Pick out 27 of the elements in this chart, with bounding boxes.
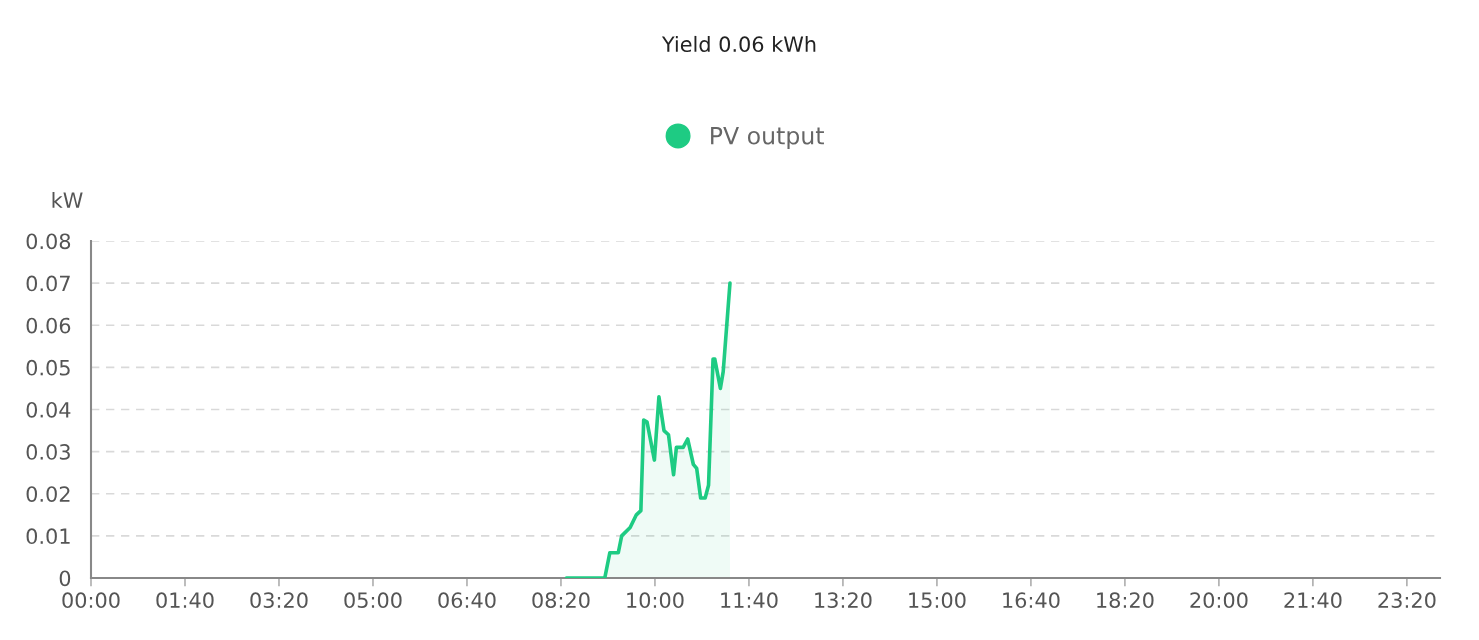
x-tick-label: 23:20 bbox=[1378, 592, 1436, 609]
y-tick-label: 0.01 bbox=[26, 528, 70, 545]
x-tick-label: 03:20 bbox=[250, 592, 308, 609]
y-tick-label: 0.08 bbox=[26, 233, 71, 250]
y-tick-label: 0.07 bbox=[26, 275, 70, 292]
y-axis-title: kW bbox=[52, 191, 83, 208]
chart-title: Yield 0.06 kWh bbox=[661, 35, 816, 53]
y-tick-label: 0.04 bbox=[26, 401, 71, 418]
y-tick-label: 0.03 bbox=[26, 444, 70, 460]
x-tick-label: 13:20 bbox=[815, 592, 872, 609]
x-tick-label: 21:40 bbox=[1284, 592, 1342, 609]
x-tick-label: 11:40 bbox=[721, 592, 778, 609]
y-tick-label: 0.06 bbox=[26, 317, 71, 334]
y-tick-label: 0.05 bbox=[26, 359, 70, 376]
x-tick-label: 16:40 bbox=[1003, 592, 1060, 609]
x-tick-label: 18:20 bbox=[1097, 592, 1154, 609]
x-tick-label: 05:00 bbox=[344, 592, 402, 609]
x-tick-label: 08:20 bbox=[532, 592, 590, 609]
x-tick-label: 15:00 bbox=[909, 592, 966, 609]
x-tick-label: 00:00 bbox=[62, 592, 120, 609]
y-tick-label: 0 bbox=[59, 570, 71, 587]
x-tick-label: 01:40 bbox=[156, 592, 214, 609]
x-tick-label: 06:40 bbox=[438, 592, 496, 609]
x-tick-label: 20:00 bbox=[1190, 592, 1248, 609]
legend-label: PV output bbox=[711, 126, 824, 150]
y-tick-label: 0.02 bbox=[26, 486, 70, 502]
x-tick-label: 10:00 bbox=[627, 592, 684, 609]
